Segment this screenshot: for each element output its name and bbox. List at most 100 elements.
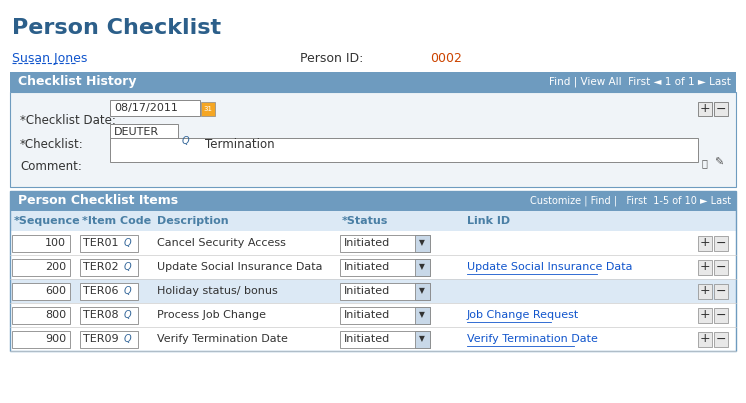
Text: Q: Q [124,334,131,344]
Bar [12,235,70,252]
FancyBboxPatch shape [10,191,736,211]
Bar [714,236,728,251]
Text: +: + [700,237,710,249]
Text: Checklist History: Checklist History [18,75,137,89]
Text: Holiday status/ bonus: Holiday status/ bonus [157,286,278,296]
Bar [698,102,712,116]
Text: *Checklist Date:: *Checklist Date: [20,114,116,127]
Bar [714,284,728,299]
Text: +: + [700,332,710,345]
Text: ⧉: ⧉ [702,158,708,168]
Text: *Sequence: *Sequence [14,216,81,226]
Text: ▼: ▼ [419,310,425,320]
FancyBboxPatch shape [10,231,736,255]
Text: +: + [700,102,710,116]
Text: −: − [715,102,727,116]
Text: DEUTER: DEUTER [114,127,159,137]
Text: 100: 100 [45,238,66,248]
Text: Initiated: Initiated [344,310,390,320]
Text: ▼: ▼ [419,334,425,343]
FancyBboxPatch shape [10,92,736,187]
Text: ▼: ▼ [419,239,425,247]
Text: TER02: TER02 [83,262,119,272]
Text: 0002: 0002 [430,52,462,65]
Text: Q: Q [124,286,131,296]
Bar [80,307,138,324]
Text: Person Checklist: Person Checklist [12,18,221,38]
FancyBboxPatch shape [10,279,736,303]
Text: Initiated: Initiated [344,238,390,248]
FancyBboxPatch shape [10,303,736,327]
Text: Link ID: Link ID [467,216,510,226]
Text: Initiated: Initiated [344,262,390,272]
Bar [340,307,430,324]
Text: Initiated: Initiated [344,286,390,296]
Bar [714,332,728,347]
Text: 600: 600 [45,286,66,296]
Text: TER08: TER08 [83,310,119,320]
Bar [340,259,430,276]
Text: Q: Q [124,310,131,320]
Bar [110,100,200,116]
Bar [201,102,215,116]
Text: +: + [700,285,710,297]
Bar [714,102,728,116]
Text: Customize | Find |   First  1-5 of 10 ► Last: Customize | Find | First 1-5 of 10 ► Las… [530,196,731,206]
FancyBboxPatch shape [10,211,736,231]
Bar [12,259,70,276]
Text: −: − [715,332,727,345]
Bar [415,307,430,324]
Bar [415,259,430,276]
Bar [415,235,430,252]
Bar [80,235,138,252]
Text: Termination: Termination [205,138,275,151]
Bar [340,331,430,348]
Bar [698,308,712,323]
FancyBboxPatch shape [10,255,736,279]
Bar [698,236,712,251]
Text: −: − [715,260,727,274]
Text: −: − [715,309,727,322]
Text: Q: Q [182,136,189,146]
Text: *Status: *Status [342,216,389,226]
Text: Verify Termination Date: Verify Termination Date [467,334,598,344]
Text: TER09: TER09 [83,334,119,344]
Bar [80,331,138,348]
Text: Verify Termination Date: Verify Termination Date [157,334,288,344]
Text: −: − [715,285,727,297]
Text: Job Change Request: Job Change Request [467,310,579,320]
Text: 31: 31 [204,106,213,112]
Text: Q: Q [124,238,131,248]
Text: ▼: ▼ [419,262,425,272]
Text: TER01: TER01 [83,238,119,248]
Text: Update Social Insurance Data: Update Social Insurance Data [157,262,322,272]
Text: Find | View All  First ◄ 1 of 1 ► Last: Find | View All First ◄ 1 of 1 ► Last [549,77,731,87]
Text: Process Job Change: Process Job Change [157,310,266,320]
Text: 800: 800 [45,310,66,320]
Text: Person ID:: Person ID: [300,52,363,65]
Bar [12,307,70,324]
Text: Description: Description [157,216,228,226]
Text: *Item Code: *Item Code [82,216,151,226]
Text: 200: 200 [45,262,66,272]
FancyBboxPatch shape [10,327,736,351]
Text: *Checklist:: *Checklist: [20,138,84,151]
Bar [714,260,728,275]
Bar [698,260,712,275]
Text: −: − [715,237,727,249]
Text: +: + [700,309,710,322]
Bar [12,283,70,300]
Bar [80,259,138,276]
Bar [110,138,698,162]
Text: Update Social Insurance Data: Update Social Insurance Data [467,262,633,272]
Text: ▼: ▼ [419,287,425,295]
Bar [415,283,430,300]
Text: Initiated: Initiated [344,334,390,344]
FancyBboxPatch shape [10,72,736,92]
Bar [10,191,736,351]
Bar [340,235,430,252]
Text: Cancel Security Access: Cancel Security Access [157,238,286,248]
Text: Person Checklist Items: Person Checklist Items [18,195,178,208]
Bar [698,284,712,299]
Text: ✎: ✎ [714,158,724,168]
